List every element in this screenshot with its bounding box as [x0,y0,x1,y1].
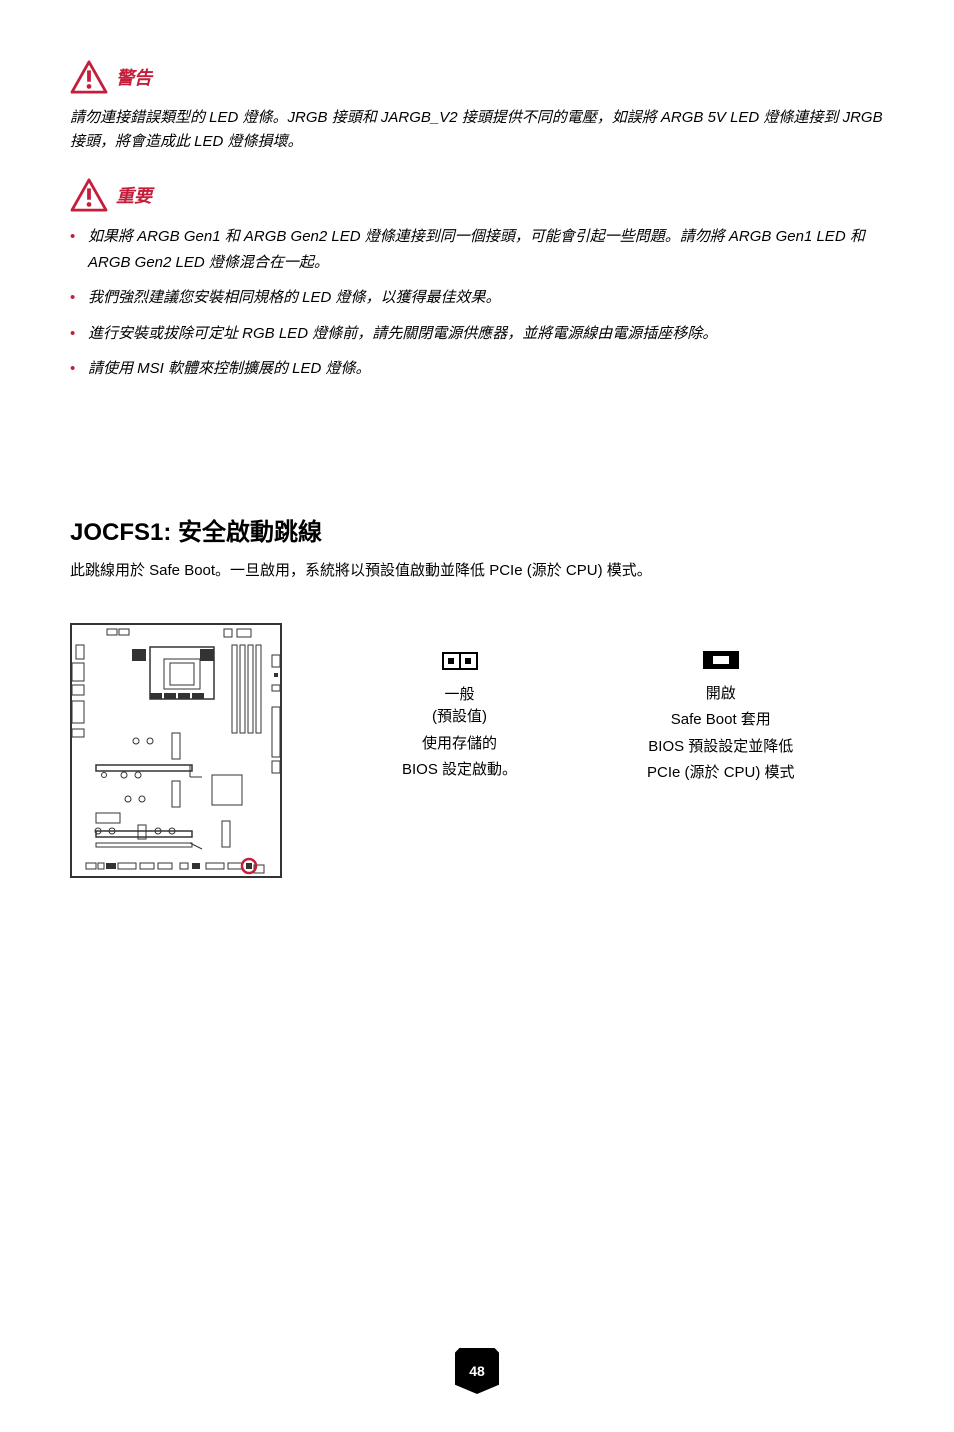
jumper-enabled-label: 開啟 [647,683,795,706]
bullet-item: 進行安裝或拔除可定址 RGB LED 燈條前，請先關閉電源供應器，並將電源線由電… [70,321,884,347]
warning-header-2: 重要 [70,178,884,212]
page-number: 48 [455,1348,499,1394]
bullet-item: 我們強烈建議您安裝相同規格的 LED 燈條，以獲得最佳效果。 [70,285,884,311]
jumper-normal-col: 一般 (預設值) 使用存儲的 BIOS 設定啟動。 [402,651,517,785]
content-row: 一般 (預設值) 使用存儲的 BIOS 設定啟動。 開啟 Safe Boot 套… [70,623,884,878]
jumper-open-diagram [442,652,478,670]
jumper-closed-diagram [703,651,739,669]
jumper-enabled-col: 開啟 Safe Boot 套用 BIOS 預設設定並降低 PCIe (源於 CP… [647,651,795,785]
jumper-normal-desc1: 使用存儲的 [402,733,517,756]
bullet-item: 請使用 MSI 軟體來控制擴展的 LED 燈條。 [70,356,884,382]
jumper-enabled-desc1: Safe Boot 套用 [647,709,795,732]
warning-title-1: 警告 [116,64,152,90]
warning-title-2: 重要 [116,182,152,208]
warning-text-1: 請勿連接錯誤類型的 LED 燈條。JRGB 接頭和 JARGB_V2 接頭提供不… [70,106,884,154]
section-title: JOCFS1: 安全啟動跳線 [70,512,884,547]
jumper-normal-sub: (預設值) [402,706,517,729]
jumper-enabled-desc2: BIOS 預設設定並降低 [647,736,795,759]
warning-triangle-icon [70,60,108,94]
bullet-item: 如果將 ARGB Gen1 和 ARGB Gen2 LED 燈條連接到同一個接頭… [70,224,884,275]
important-bullet-list: 如果將 ARGB Gen1 和 ARGB Gen2 LED 燈條連接到同一個接頭… [70,224,884,382]
motherboard-diagram [70,623,282,878]
jumper-enabled-desc3: PCIe (源於 CPU) 模式 [647,762,795,785]
jumper-section: 一般 (預設值) 使用存儲的 BIOS 設定啟動。 開啟 Safe Boot 套… [402,623,795,785]
section-desc: 此跳線用於 Safe Boot。一旦啟用，系統將以預設值啟動並降低 PCIe (… [70,559,884,583]
jumper-normal-label: 一般 [402,684,517,707]
warning-header-1: 警告 [70,60,884,94]
warning-triangle-icon [70,178,108,212]
page-badge: 48 [455,1348,499,1394]
jumper-normal-desc2: BIOS 設定啟動。 [402,759,517,782]
